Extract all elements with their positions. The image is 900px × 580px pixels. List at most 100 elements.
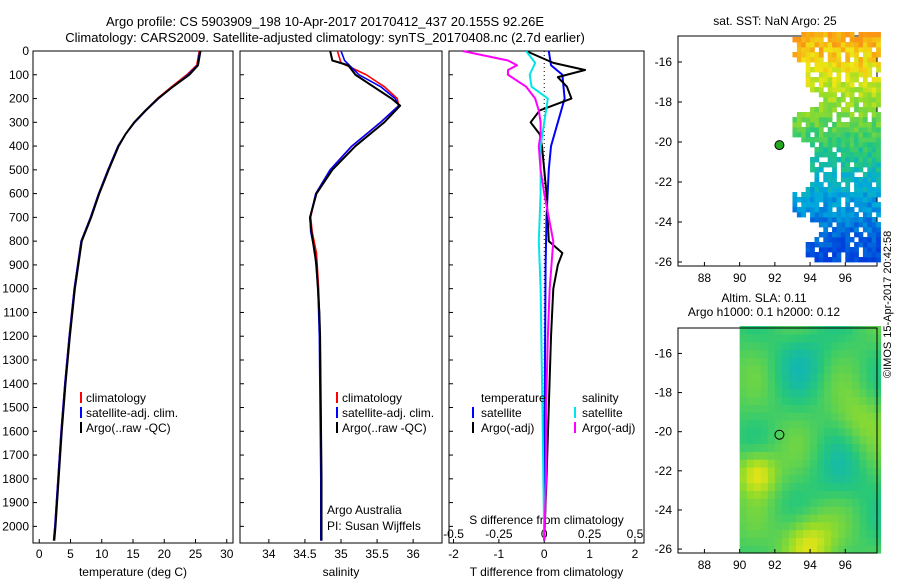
sst-cell xyxy=(818,122,824,128)
sla-map-x-tick-label: 96 xyxy=(839,558,853,572)
salinity-line-argo xyxy=(308,50,402,541)
sla-cell xyxy=(838,396,846,405)
depth-tick-label: 1200 xyxy=(2,329,29,343)
sla-cell xyxy=(753,373,762,382)
sst-cell xyxy=(818,217,824,223)
sst-cell xyxy=(845,197,851,203)
sst-cell xyxy=(805,137,811,143)
sst-cell xyxy=(818,147,824,153)
sst-cell xyxy=(832,97,837,103)
sla-cell xyxy=(817,404,825,413)
sla-cell xyxy=(795,388,804,398)
sst-cell xyxy=(818,117,824,123)
sst-cell xyxy=(858,67,864,73)
sla-cell xyxy=(788,404,797,413)
sla-cell xyxy=(852,435,860,445)
sla-cell xyxy=(810,412,818,421)
sst-cell xyxy=(854,202,859,208)
sla-cell xyxy=(781,466,790,476)
salinity-x-tick-label: 34.5 xyxy=(293,547,317,561)
sst-cell xyxy=(810,47,815,53)
sla-cell xyxy=(852,513,860,523)
sla-map-x-tick-label: 90 xyxy=(733,558,747,572)
sst-cell xyxy=(840,32,846,38)
sst-cell xyxy=(867,72,873,78)
sla-cell xyxy=(795,513,804,523)
sst-cell xyxy=(867,47,873,53)
sla-cell xyxy=(838,427,846,437)
sst-cell xyxy=(871,137,877,143)
sst-cell xyxy=(832,177,837,183)
sst-cell xyxy=(871,77,877,83)
sst-cell xyxy=(849,32,855,38)
sst-cell xyxy=(823,212,829,218)
sla-cell xyxy=(767,451,776,460)
sla-cell xyxy=(852,474,860,484)
sst-cell xyxy=(858,162,864,168)
sla-cell xyxy=(838,419,846,429)
sst-cell xyxy=(876,137,881,143)
sst-cell xyxy=(796,47,802,53)
sla-cell xyxy=(803,326,811,335)
sst-cell xyxy=(840,92,846,98)
sst-cell xyxy=(840,107,846,113)
sst-cell xyxy=(805,42,811,48)
sst-cell xyxy=(823,217,829,223)
sla-cell xyxy=(810,396,818,405)
sla-cell xyxy=(866,326,875,335)
sst-cell xyxy=(862,192,868,198)
sst-cell xyxy=(845,32,851,38)
sst-cell xyxy=(871,32,877,38)
sst-cell xyxy=(832,102,837,108)
sla-cell xyxy=(852,341,860,351)
salinity-x-tick-label: 34 xyxy=(262,547,276,561)
depth-tick-label: 800 xyxy=(9,234,29,248)
sla-cell xyxy=(845,404,853,413)
sst-cell xyxy=(845,62,851,68)
sla-cell xyxy=(746,388,755,398)
sst-cell xyxy=(818,67,824,73)
sst-cell xyxy=(823,32,829,38)
sla-cell xyxy=(781,396,790,405)
sla-cell xyxy=(838,459,846,468)
sla-cell xyxy=(817,529,825,538)
sst-cell xyxy=(832,187,837,193)
sst-cell xyxy=(823,92,829,98)
sst-cell xyxy=(836,217,842,223)
sst-cell xyxy=(801,52,807,58)
sst-cell xyxy=(818,242,824,248)
sla-cell xyxy=(859,451,868,460)
sla-cell xyxy=(774,521,783,531)
sst-cell xyxy=(827,142,833,148)
sst-cell xyxy=(840,237,846,243)
sst-cell xyxy=(862,147,868,153)
sla-cell xyxy=(788,373,797,382)
sst-cell xyxy=(832,167,837,173)
salinity-x-tick-label: 36 xyxy=(406,547,420,561)
sst-cell xyxy=(832,122,837,128)
sla-cell xyxy=(817,459,825,468)
sst-cell xyxy=(840,167,846,173)
sst-cell xyxy=(796,132,802,138)
sst-cell xyxy=(845,157,851,163)
sst-cell xyxy=(840,192,846,198)
sla-cell xyxy=(810,419,818,429)
sst-cell xyxy=(876,182,881,188)
sst-cell xyxy=(818,257,824,263)
sst-cell xyxy=(796,117,802,123)
sst-cell xyxy=(823,202,829,208)
sst-cell xyxy=(862,157,868,163)
sla-cell xyxy=(795,490,804,499)
sst-cell xyxy=(867,42,873,48)
sst-cell xyxy=(845,147,851,153)
sst-cell xyxy=(871,222,877,228)
sst-cell xyxy=(814,122,820,128)
sla-cell xyxy=(767,443,776,452)
sla-cell xyxy=(760,529,769,538)
sst-cell xyxy=(845,152,851,158)
sst-cell xyxy=(818,132,824,138)
sst-cell xyxy=(827,182,833,188)
sst-cell xyxy=(832,92,837,98)
sla-cell xyxy=(831,412,839,421)
sst-cell xyxy=(845,127,851,133)
